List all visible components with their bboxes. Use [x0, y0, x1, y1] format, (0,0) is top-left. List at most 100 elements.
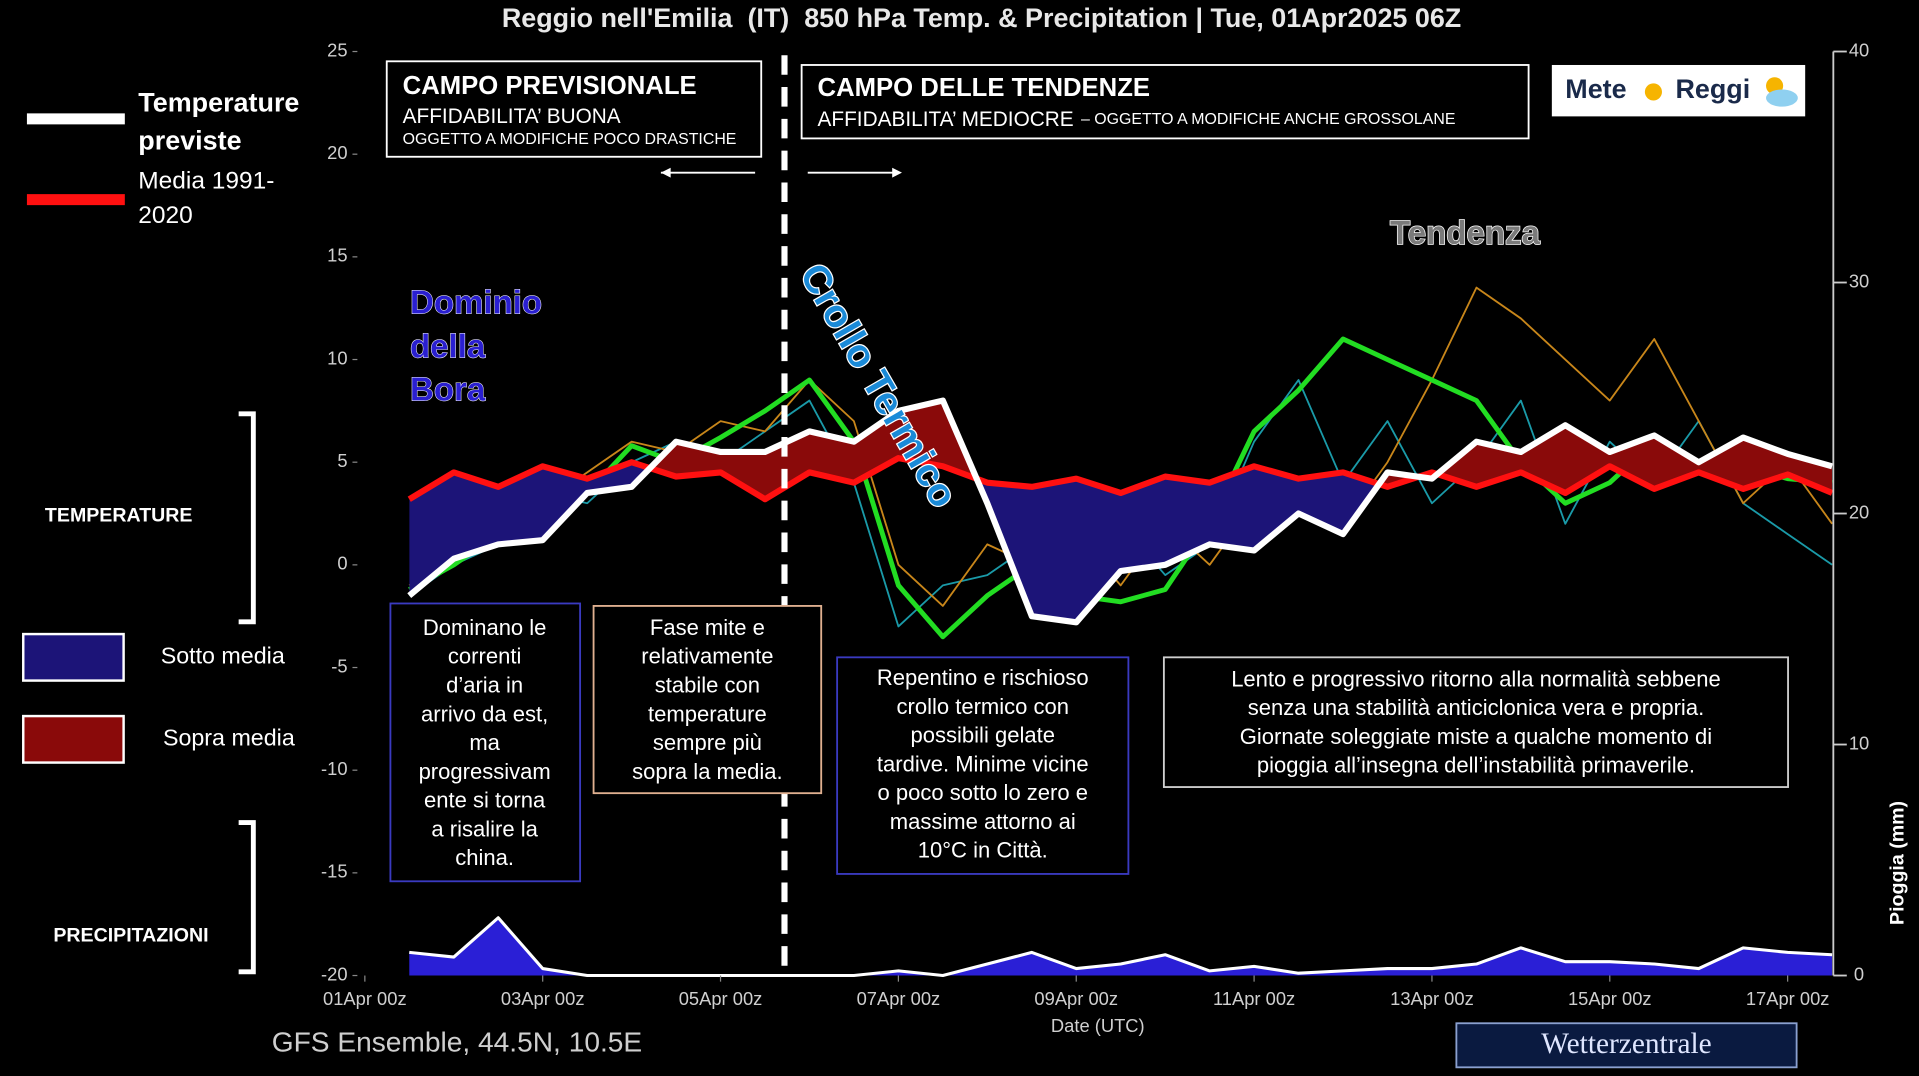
axes: -20 -15 -10 -5 0 5 10 15 20 25 0 10 20 30 40 01Apr 00z 0…: [321, 39, 1869, 1008]
side-label: PRECIPITAZIONI: [53, 925, 208, 947]
y-tick-label: 15: [327, 245, 347, 266]
logo-text: Reggi: [1675, 74, 1750, 104]
note-text: Lento e progressivo ritorno alla normali…: [1231, 666, 1721, 691]
notes: Dominano le correnti d’aria in arrivo da es…: [419, 615, 1721, 870]
period-text: AFFIDABILITA’ MEDIOCRE – OGGETTO A MODIFI…: [818, 108, 1456, 131]
y2-tick-label: 40: [1849, 39, 1869, 60]
plot-area: [407, 286, 1834, 978]
chart-title: Reggio nell'Emilia (IT) 850 hPa Temp. & …: [502, 3, 1461, 33]
x-tick-label: 05Apr 00z: [679, 988, 763, 1009]
footer: GFS Ensemble, 44.5N, 10.5E: [272, 1027, 643, 1058]
y2-tick-label: 10: [1849, 732, 1869, 753]
legend-label: Media 1991-2020: [138, 167, 275, 229]
note-box: [389, 602, 582, 883]
y2-tick-label: 20: [1849, 501, 1869, 522]
label-text: Dominio: [410, 285, 542, 322]
y-tick-label: 25: [327, 39, 347, 60]
temp-line: [408, 286, 1833, 607]
legend-entry: Media 1991-2020: [138, 167, 275, 229]
note-text: 10°C in Città.: [918, 838, 1048, 863]
y-tick-label: -15: [321, 861, 348, 882]
y-tick-label: 10: [327, 347, 347, 368]
note-text: ente si torna: [424, 788, 546, 813]
x-tick-label: 17Apr 00z: [1746, 988, 1830, 1009]
x-tick-label: 07Apr 00z: [857, 988, 941, 1009]
above-mean-fill: [409, 400, 1833, 500]
period-title: CAMPO DELLE TENDENZE: [818, 74, 1151, 102]
period-text: OGGETTO A MODIFICHE POCO DRASTICHE: [403, 131, 737, 148]
source-box: [1455, 1022, 1798, 1069]
note-text: relativamente: [641, 644, 773, 669]
bracket: [238, 820, 256, 975]
below-mean-fill: [409, 458, 1833, 623]
legend-label: Sopra media: [163, 724, 295, 750]
bracket: [238, 411, 256, 625]
note-text: china.: [455, 845, 514, 870]
precip-line: [409, 916, 1833, 978]
note-text: stabile con: [655, 673, 760, 698]
x-tick-label: 13Apr 00z: [1390, 988, 1474, 1009]
arrow-left-head: [660, 167, 671, 178]
period-box: [800, 64, 1530, 140]
note-text: o poco sotto lo zero e: [877, 780, 1088, 805]
y2-tick-label: 30: [1849, 270, 1869, 291]
logo-cloud: [1766, 89, 1798, 107]
logo-sun: [1644, 83, 1662, 101]
note-box: [836, 656, 1130, 875]
side-label: TEMPERATURE: [45, 505, 193, 527]
note-text: tardive. Minime vicine: [877, 751, 1089, 776]
y-tick-label: 20: [327, 142, 347, 163]
x-tick-label: 01Apr 00z: [323, 988, 407, 1009]
y2-tick-label: 0: [1854, 963, 1864, 984]
y-tick-label: 0: [337, 553, 347, 574]
x-tick-label: 15Apr 00z: [1568, 988, 1652, 1009]
legend-label: Temperature previste: [138, 87, 300, 156]
note-text: sempre più: [653, 730, 762, 755]
note-text: sopra la media.: [632, 759, 783, 784]
note-text: progressivam: [419, 759, 551, 784]
note-text: senza una stabilità anticiclonica vera e…: [1248, 695, 1704, 720]
legend-entry: Temperature previste: [138, 87, 300, 156]
note-text: temperature: [648, 701, 767, 726]
label-text: della: [410, 329, 486, 366]
temp-line: [408, 336, 1833, 640]
legend-swatch: [22, 714, 125, 764]
logo-box: [1551, 64, 1806, 117]
note-text: massime attorno ai: [890, 809, 1076, 834]
legend-label: Sotto media: [161, 642, 285, 668]
period-text: AFFIDABILITA’ BUONA: [403, 105, 621, 128]
note-text: Dominano le: [423, 615, 547, 640]
note-text: correnti: [448, 644, 521, 669]
arrow-right-head: [892, 167, 902, 178]
label-tendenza: Tendenza: [1390, 215, 1541, 252]
x-tick-label: 09Apr 00z: [1034, 988, 1118, 1009]
x-tick-label: 03Apr 00z: [501, 988, 585, 1009]
note-text: pioggia all’insegna dell’instabilità pri…: [1257, 753, 1695, 778]
legend-swatch: [22, 632, 125, 682]
note-text: arrivo da est,: [421, 701, 548, 726]
note-text: d’aria in: [446, 673, 523, 698]
period-text-part: AFFIDABILITA’ MEDIOCRE: [818, 108, 1074, 131]
period-text-part: – OGGETTO A MODIFICHE ANCHE GROSSOLANE: [1081, 111, 1455, 128]
note-text: crollo termico con: [896, 694, 1069, 719]
period-title: CAMPO PREVISIONALE: [403, 72, 697, 100]
y-tick-label: -5: [331, 655, 347, 676]
label-text: Bora: [410, 371, 486, 408]
precip-fill: [409, 917, 1833, 976]
source: Wetterzentrale: [1541, 1028, 1711, 1060]
y-tick-label: -10: [321, 758, 348, 779]
note-text: Giornate soleggiate miste a qualche mome…: [1240, 724, 1712, 749]
x-axis-label: Date (UTC): [1051, 1015, 1145, 1036]
note-box: [1162, 656, 1789, 788]
note-text: a risalire la: [431, 816, 538, 841]
note-text: Repentino e rischioso: [877, 665, 1089, 690]
y-tick-label: -20: [321, 963, 348, 984]
label-dominio: Dominio della Bora: [410, 284, 543, 409]
note-text: Fase mite e: [650, 615, 765, 640]
note-text: possibili gelate: [911, 723, 1055, 748]
y2-axis-label: Pioggia (mm): [1886, 801, 1908, 925]
y-tick-label: 5: [337, 450, 347, 471]
period-box: [385, 60, 763, 158]
